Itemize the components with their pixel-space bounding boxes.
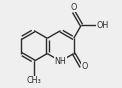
Text: O: O xyxy=(81,62,88,71)
Text: CH₃: CH₃ xyxy=(27,76,41,85)
Text: OH: OH xyxy=(97,21,109,30)
Text: O: O xyxy=(71,3,77,12)
Text: NH: NH xyxy=(55,57,66,66)
